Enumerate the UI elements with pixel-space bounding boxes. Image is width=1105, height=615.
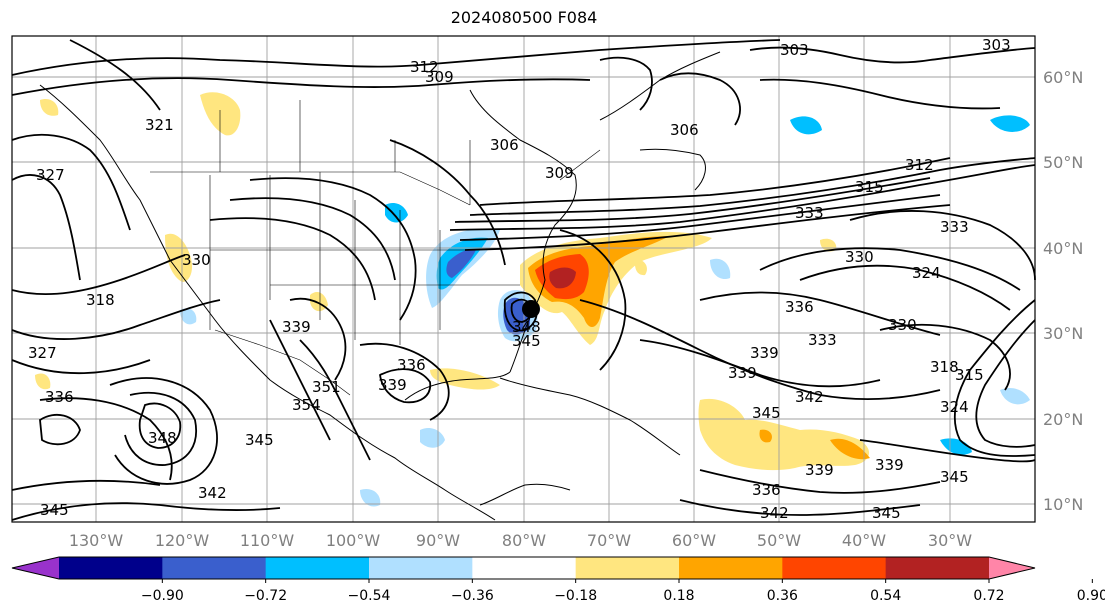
lon-label: 60°W: [672, 531, 716, 550]
colorbar-tick-label: 0.72: [973, 588, 1004, 604]
lat-label: 40°N: [1043, 239, 1083, 258]
contour-label: 348: [512, 318, 541, 336]
contour-label: 327: [36, 166, 65, 184]
lon-label: 120°W: [155, 531, 210, 550]
contour-label: 345: [245, 431, 274, 449]
contour-label: 342: [795, 388, 824, 406]
contour-label: 348: [148, 429, 177, 447]
contours: [11, 39, 1036, 521]
colorbar-tick-label: 0.18: [663, 588, 694, 604]
contour-label: 315: [955, 366, 984, 384]
colorbar: −0.90 −0.72 −0.54 −0.36 −0.18 0.18 0.36 0.54 0.7…: [11, 556, 1105, 604]
lon-label: 110°W: [240, 531, 295, 550]
lat-label: 30°N: [1043, 324, 1083, 343]
colorbar-swatch: [575, 557, 680, 579]
lat-label: 50°N: [1043, 153, 1083, 172]
contour-label: 303: [780, 41, 809, 59]
contour-label: 306: [490, 136, 519, 154]
contour-label: 339: [282, 318, 311, 336]
lon-label: 130°W: [69, 531, 124, 550]
contour-label: 309: [425, 68, 454, 86]
colorbar-extend-high: [989, 557, 1035, 579]
lat-label: 20°N: [1043, 410, 1083, 429]
colorbar-tick-label: −0.90: [141, 588, 184, 604]
contour-label: 336: [397, 356, 426, 374]
contour-label: 345: [40, 501, 69, 519]
colorbar-tick-label: −0.36: [451, 588, 494, 604]
contour-label: 324: [940, 398, 969, 416]
lon-label: 50°W: [757, 531, 801, 550]
political-borders: [150, 100, 601, 396]
lon-label: 70°W: [587, 531, 631, 550]
lon-axis: 130°W 120°W 110°W 100°W 90°W 80°W 70°W 6…: [69, 531, 972, 550]
contour-label: 309: [545, 164, 574, 182]
colorbar-swatch: [472, 557, 577, 579]
colorbar-tick-label: 0.36: [767, 588, 798, 604]
contour-label: 333: [795, 204, 824, 222]
contour-label: 339: [750, 344, 779, 362]
colorbar-tick-label: −0.18: [554, 588, 597, 604]
colorbar-extend-low: [12, 557, 59, 579]
contour-label: 312: [905, 156, 934, 174]
map-panel: 312 309 303 303 321 327 318 327 330 336 …: [11, 35, 1036, 523]
lat-axis: 60°N 50°N 40°N 30°N 20°N 10°N: [1043, 68, 1083, 514]
lat-label: 10°N: [1043, 495, 1083, 514]
contour-label: 315: [855, 178, 884, 196]
contour-label: 339: [728, 364, 757, 382]
contour-label: 336: [45, 388, 74, 406]
contour-label: 339: [378, 376, 407, 394]
contour-label: 345: [872, 504, 901, 522]
contour-label: 318: [930, 358, 959, 376]
contour-label: 339: [805, 461, 834, 479]
lon-label: 80°W: [502, 531, 546, 550]
colorbar-swatch: [782, 557, 887, 579]
colorbar-swatch: [162, 557, 267, 579]
colorbar-outline: [11, 556, 1036, 580]
colorbar-swatch: [679, 557, 783, 579]
contour-label: 342: [760, 504, 789, 522]
colorbar-tick-label: −0.54: [348, 588, 391, 604]
contour-label: 312: [410, 58, 439, 76]
colorbar-swatch: [59, 557, 163, 579]
contour-label-group: 312 309 303 303 321 327 318 327 330 336 …: [28, 36, 1011, 522]
colorbar-swatch: [885, 557, 990, 579]
lon-label: 100°W: [326, 531, 381, 550]
contour-label: 327: [28, 344, 57, 362]
contour-label: 345: [512, 332, 541, 350]
contour-label: 330: [845, 248, 874, 266]
lat-label: 60°N: [1043, 68, 1083, 87]
shaded-field: [35, 92, 1030, 507]
colorbar-tick-label: 0.54: [870, 588, 901, 604]
contour-label: 330: [888, 316, 917, 334]
contour-label: 333: [808, 331, 837, 349]
contour-label: 345: [940, 468, 969, 486]
colorbar-tick-label: −0.72: [244, 588, 287, 604]
contour-label: 339: [875, 456, 904, 474]
contour-label: 342: [198, 484, 227, 502]
contour-label: 330: [182, 251, 211, 269]
lon-label: 90°W: [416, 531, 460, 550]
lon-label: 30°W: [928, 531, 972, 550]
contour-label: 336: [785, 298, 814, 316]
map-title: 2024080500 F084: [450, 8, 598, 27]
contour-label: 336: [752, 481, 781, 499]
contour-label: 321: [145, 116, 174, 134]
lon-label: 40°W: [842, 531, 886, 550]
contour-label: 333: [940, 218, 969, 236]
colorbar-swatch: [369, 557, 473, 579]
storm-center: [522, 300, 540, 318]
contour-label: 324: [912, 264, 941, 282]
contour-label: 318: [86, 291, 115, 309]
colorbar-tick-label: 0.90: [1077, 588, 1105, 604]
coastlines: [39, 51, 721, 521]
contour-label: 303: [982, 36, 1011, 54]
colorbar-swatch: [265, 557, 370, 579]
contour-label: 351: [312, 378, 341, 396]
contour-label: 354: [292, 396, 321, 414]
contour-label: 306: [670, 121, 699, 139]
contour-label: 345: [752, 404, 781, 422]
